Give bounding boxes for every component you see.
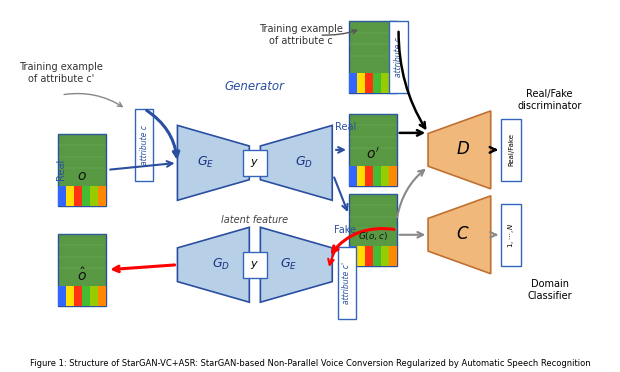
- Bar: [381, 246, 389, 266]
- Polygon shape: [428, 111, 491, 189]
- Bar: [58, 234, 105, 306]
- Bar: [243, 252, 267, 278]
- Bar: [58, 134, 105, 206]
- Polygon shape: [428, 196, 491, 274]
- Bar: [90, 186, 97, 206]
- Bar: [357, 166, 365, 186]
- Text: Real: Real: [56, 159, 66, 180]
- Polygon shape: [260, 125, 332, 200]
- Text: $G_E$: $G_E$: [197, 155, 215, 170]
- Text: $G_E$: $G_E$: [280, 257, 298, 272]
- Text: $o'$: $o'$: [366, 147, 379, 163]
- Text: $C$: $C$: [456, 226, 470, 243]
- Bar: [381, 166, 389, 186]
- Bar: [349, 194, 397, 266]
- Bar: [373, 73, 381, 93]
- Polygon shape: [260, 227, 332, 302]
- Bar: [90, 286, 97, 306]
- Text: $G_D$: $G_D$: [212, 257, 230, 272]
- Polygon shape: [177, 227, 249, 302]
- Bar: [373, 166, 381, 186]
- Bar: [357, 73, 365, 93]
- Text: Generator: Generator: [225, 80, 285, 93]
- Text: $D$: $D$: [456, 141, 470, 158]
- Bar: [74, 186, 82, 206]
- Bar: [373, 246, 381, 266]
- Bar: [365, 73, 373, 93]
- Bar: [501, 119, 521, 181]
- Bar: [349, 73, 357, 93]
- Bar: [389, 21, 408, 93]
- Bar: [349, 246, 357, 266]
- Text: $o$: $o$: [77, 169, 87, 183]
- Bar: [97, 186, 105, 206]
- Text: $1,\cdots,N$: $1,\cdots,N$: [506, 222, 516, 248]
- Text: Real: Real: [335, 122, 356, 132]
- Text: Fake: Fake: [334, 225, 356, 235]
- Text: attribute c': attribute c': [342, 262, 352, 304]
- Text: attribute c: attribute c: [394, 37, 403, 77]
- Bar: [97, 286, 105, 306]
- Text: Figure 1: Structure of StarGAN-VC+ASR: StarGAN-based Non-Parallel Voice Conversi: Figure 1: Structure of StarGAN-VC+ASR: S…: [30, 359, 590, 368]
- Text: $y$: $y$: [250, 259, 259, 271]
- Text: Real/Fake: Real/Fake: [508, 134, 514, 166]
- Bar: [349, 21, 397, 93]
- Bar: [389, 73, 397, 93]
- Text: attribute c: attribute c: [140, 125, 149, 165]
- Bar: [365, 246, 373, 266]
- Bar: [338, 247, 356, 319]
- Text: $\hat{o}$: $\hat{o}$: [77, 267, 87, 284]
- Text: $G_D$: $G_D$: [294, 155, 312, 170]
- Bar: [381, 73, 389, 93]
- Text: Real/Fake
discriminator: Real/Fake discriminator: [518, 89, 582, 111]
- Bar: [66, 286, 74, 306]
- Bar: [82, 186, 90, 206]
- Text: Training example
of attribute c: Training example of attribute c: [259, 24, 343, 46]
- Text: $G(o,c)$: $G(o,c)$: [358, 230, 388, 242]
- Bar: [349, 166, 357, 186]
- Text: Domain
Classifier: Domain Classifier: [528, 279, 572, 301]
- Bar: [58, 186, 66, 206]
- Text: $y$: $y$: [250, 157, 259, 169]
- Bar: [357, 246, 365, 266]
- Bar: [389, 246, 397, 266]
- Bar: [501, 204, 521, 266]
- Bar: [389, 166, 397, 186]
- Bar: [58, 286, 66, 306]
- Bar: [66, 186, 74, 206]
- Text: latent feature: latent feature: [221, 215, 288, 225]
- Text: Training example
of attribute c': Training example of attribute c': [19, 62, 104, 84]
- Bar: [365, 166, 373, 186]
- Bar: [135, 109, 154, 181]
- Bar: [82, 286, 90, 306]
- Bar: [74, 286, 82, 306]
- Bar: [243, 150, 267, 176]
- Polygon shape: [177, 125, 249, 200]
- Bar: [349, 114, 397, 186]
